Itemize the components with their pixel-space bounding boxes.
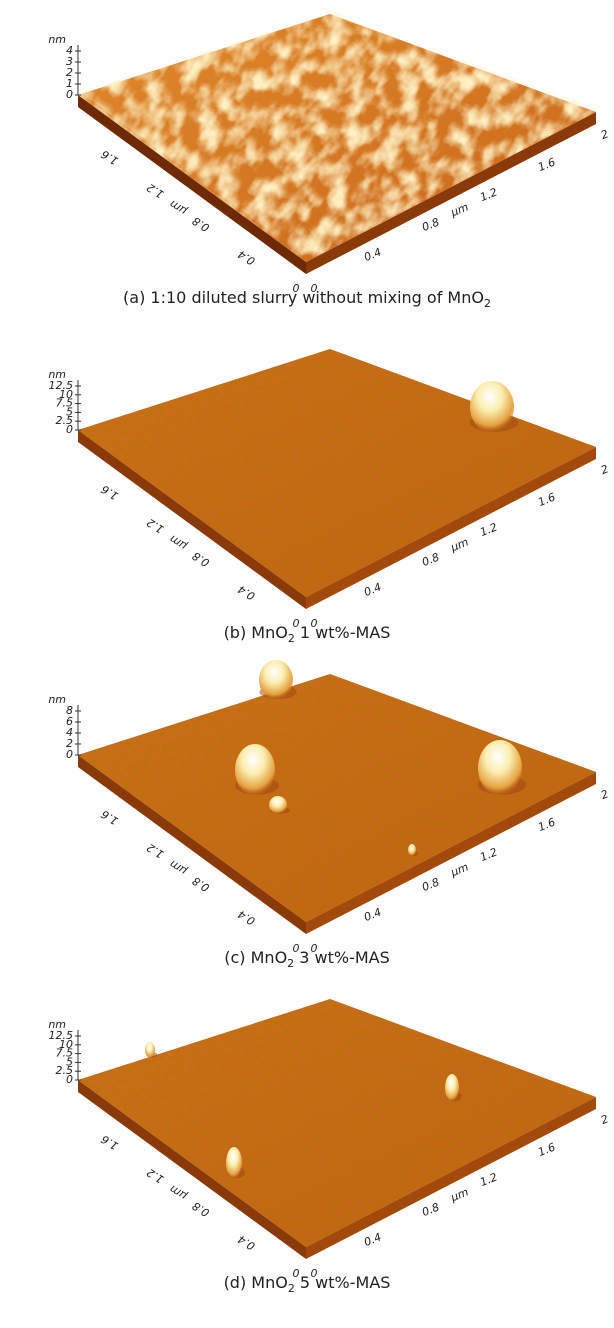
right-unit: µm <box>448 535 470 554</box>
right-tick-label: 0.4 <box>362 245 383 264</box>
right-tick-label: 1.6 <box>536 155 557 174</box>
z-unit: nm <box>48 368 66 381</box>
right-tick-label: 0.4 <box>362 905 383 924</box>
left-tick-label: 0.8 <box>190 549 212 569</box>
caption-text: (a) 1:10 diluted slurry without mixing o… <box>123 288 484 307</box>
left-tick-label: 0.4 <box>236 1232 258 1252</box>
caption-text: 1 wt%-MAS <box>295 623 391 642</box>
surface-texture <box>78 674 596 922</box>
z-tick-label: 0 <box>66 1073 73 1086</box>
left-tick-label: 1.6 <box>99 147 121 167</box>
afm-panel: 12.5107.552.50nm1.61.20.80.4µm0.40.81.21… <box>48 999 610 1295</box>
right-tick-label: 0.4 <box>362 1230 383 1249</box>
left-tick-label: 1.6 <box>99 482 121 502</box>
z-tick-label: 0 <box>66 748 73 761</box>
caption-text: 3 wt%-MAS <box>294 948 390 967</box>
z-unit: nm <box>48 693 66 706</box>
surface-peak <box>259 660 293 700</box>
right-tick-label: 0.8 <box>420 1200 441 1219</box>
left-tick-label: 0.4 <box>236 582 258 602</box>
caption: (b) MnO2 1 wt%-MAS <box>224 623 391 645</box>
afm-panel: 12.5107.552.50nm1.61.20.80.4µm0.40.81.21… <box>48 349 610 645</box>
surface-peak <box>235 744 275 796</box>
z-tick-label: 0 <box>66 423 73 436</box>
surface-peak <box>445 1074 459 1102</box>
caption-subscript: 2 <box>287 957 294 970</box>
caption-text: 5 wt%-MAS <box>295 1273 391 1292</box>
figure: 43210nm1.61.20.80.4µm0.40.81.21.62µm00(a… <box>0 0 614 1324</box>
right-tick-label: 0.4 <box>362 580 383 599</box>
right-tick-label: 0.8 <box>420 550 441 569</box>
caption: (c) MnO2 3 wt%-MAS <box>224 948 390 970</box>
left-tick-label: 0.8 <box>190 214 212 234</box>
right-tick-label: 1.6 <box>536 1140 557 1159</box>
right-tick-label: 1.6 <box>536 490 557 509</box>
right-tick-label: 0.8 <box>420 215 441 234</box>
caption-text: (c) MnO <box>224 948 287 967</box>
right-unit: µm <box>448 200 470 219</box>
left-unit: µm <box>167 197 190 218</box>
surface-peak <box>408 844 416 856</box>
right-unit: µm <box>448 860 470 879</box>
surface-peak <box>478 740 522 796</box>
right-tick-label: 1.2 <box>478 520 499 539</box>
left-tick-label: 0.8 <box>190 874 212 894</box>
surface-peak <box>226 1147 242 1179</box>
left-tick-label: 1.2 <box>144 1166 166 1186</box>
right-tick-label: 1.2 <box>478 185 499 204</box>
left-unit: µm <box>167 532 190 553</box>
left-tick-label: 1.2 <box>144 841 166 861</box>
surface-peak <box>269 796 287 814</box>
caption-text: (d) MnO <box>224 1273 288 1292</box>
right-tick-label: 1.2 <box>478 1170 499 1189</box>
left-unit: µm <box>167 857 190 878</box>
left-tick-label: 1.2 <box>144 516 166 536</box>
left-tick-label: 0.4 <box>236 247 258 267</box>
right-tick-label: 2 <box>599 1112 610 1127</box>
caption-subscript: 2 <box>288 1282 295 1295</box>
caption-subscript: 2 <box>288 632 295 645</box>
right-tick-label: 1.2 <box>478 845 499 864</box>
caption: (d) MnO2 5 wt%-MAS <box>224 1273 391 1295</box>
surface-texture <box>80 11 598 259</box>
right-tick-label: 2 <box>599 462 610 477</box>
caption-subscript: 2 <box>484 297 491 310</box>
caption: (a) 1:10 diluted slurry without mixing o… <box>123 288 491 310</box>
right-tick-label: 0.8 <box>420 875 441 894</box>
right-unit: µm <box>448 1185 470 1204</box>
left-tick-label: 1.6 <box>99 807 121 827</box>
surface-texture <box>78 349 596 597</box>
left-tick-label: 1.2 <box>144 181 166 201</box>
left-tick-label: 0.8 <box>190 1199 212 1219</box>
right-tick-label: 1.6 <box>536 815 557 834</box>
left-tick-label: 0.4 <box>236 907 258 927</box>
right-tick-label: 2 <box>599 127 610 142</box>
left-unit: µm <box>167 1182 190 1203</box>
surface-texture <box>78 999 596 1247</box>
z-unit: nm <box>48 1018 66 1031</box>
surface-peak <box>470 381 514 433</box>
left-tick-label: 1.6 <box>99 1132 121 1152</box>
z-tick-label: 0 <box>66 88 73 101</box>
surface-peak <box>145 1042 155 1058</box>
caption-text: (b) MnO <box>224 623 288 642</box>
right-tick-label: 2 <box>599 787 610 802</box>
z-unit: nm <box>48 33 66 46</box>
